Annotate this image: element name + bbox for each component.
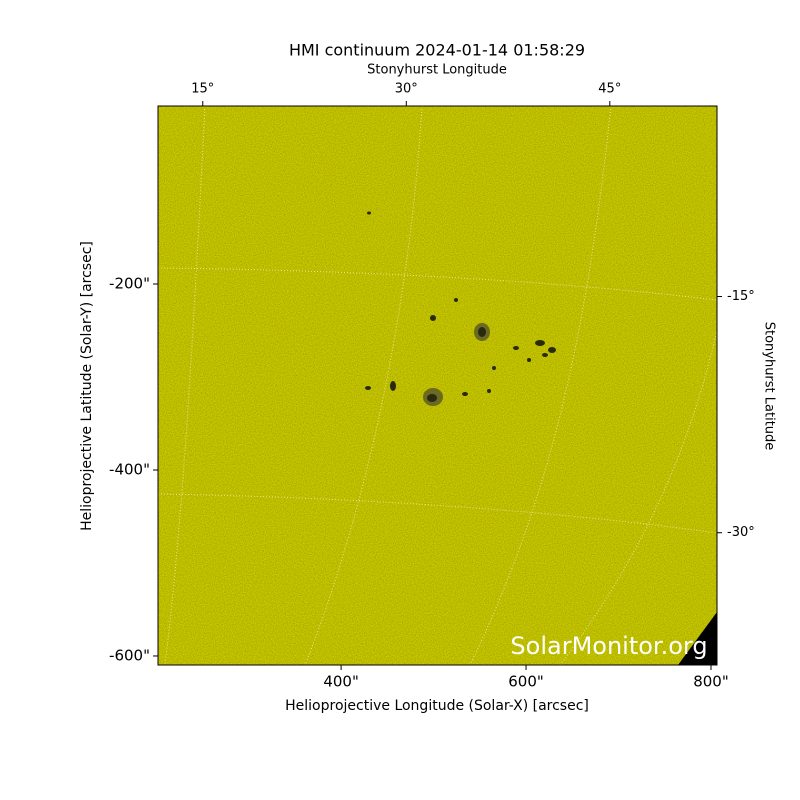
- x-axis-label: Helioprojective Longitude (Solar-X) [arc…: [285, 698, 589, 714]
- solar-image: SolarMonitor.org: [158, 106, 717, 665]
- x2-tick-label: 30°: [395, 82, 418, 97]
- grid-line: [304, 106, 423, 665]
- sunspots: [365, 211, 556, 406]
- x-tick-label: 400": [323, 673, 359, 691]
- y-axis-label: Helioprojective Latitude (Solar-Y) [arcs…: [79, 241, 95, 531]
- x2-axis-label: Stonyhurst Longitude: [367, 63, 507, 78]
- y-tick-label: -400": [109, 460, 150, 478]
- plot-frame: [157, 105, 718, 666]
- y2-tick-label: -15°: [727, 289, 755, 304]
- watermark: SolarMonitor.org: [510, 632, 707, 660]
- x-tick-label: 800": [693, 673, 729, 691]
- y2-axis-label: Stonyhurst Latitude: [762, 322, 777, 451]
- off-disk: [678, 612, 717, 665]
- image-texture: [158, 106, 717, 665]
- grid-line: [469, 106, 612, 665]
- x-tick-label: 600": [508, 673, 544, 691]
- y2-tick-label: -30°: [727, 525, 755, 540]
- y-tick-label: -200": [109, 274, 150, 292]
- x2-tick-label: 45°: [598, 82, 621, 97]
- x2-tick-label: 15°: [191, 82, 214, 97]
- chart-title: HMI continuum 2024-01-14 01:58:29: [289, 41, 585, 60]
- grid-line: [559, 329, 717, 665]
- grid-line: [164, 106, 206, 665]
- y-tick-label: -600": [109, 646, 150, 664]
